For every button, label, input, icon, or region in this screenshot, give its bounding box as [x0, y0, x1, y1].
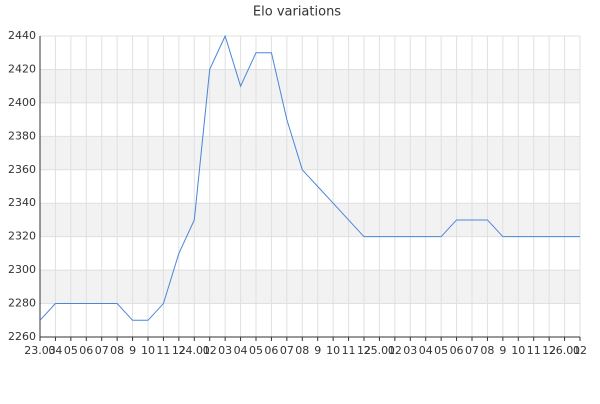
x-tick-label: 11 — [527, 344, 541, 357]
x-tick-label: 26.01 — [549, 344, 581, 357]
x-tick-label: 02 — [388, 344, 402, 357]
y-tick-label: 2340 — [8, 196, 36, 209]
x-tick-label: 24.01 — [179, 344, 211, 357]
x-tick-label: 07 — [95, 344, 109, 357]
y-tick-label: 2440 — [8, 29, 36, 42]
y-tick-label: 2320 — [8, 230, 36, 243]
chart-title: Elo variations — [253, 5, 341, 20]
x-tick-label: 9 — [314, 344, 321, 357]
x-tick-label: 04 — [234, 344, 248, 357]
x-tick-label: 05 — [64, 344, 78, 357]
grid-band — [40, 69, 580, 103]
x-tick-label: 08 — [295, 344, 309, 357]
x-tick-label: 06 — [450, 344, 464, 357]
x-tick-label: 11 — [342, 344, 356, 357]
grid-band — [40, 136, 580, 170]
y-tick-label: 2420 — [8, 62, 36, 75]
x-tick-label: 04 — [419, 344, 433, 357]
y-tick-label: 2280 — [8, 297, 36, 310]
y-tick-label: 2360 — [8, 163, 36, 176]
x-tick-label: 08 — [110, 344, 124, 357]
line — [39, 34, 580, 321]
x-tick-label: 12 — [357, 344, 371, 357]
x-tick-label: 06 — [79, 344, 93, 357]
x-tick-label: 12 — [172, 344, 186, 357]
x-tick-label: 02 — [573, 344, 587, 357]
x-tick-label: 07 — [465, 344, 479, 357]
x-tick-label: 23.03 — [24, 344, 56, 357]
grid-band — [40, 270, 580, 304]
x-tick-label: 04 — [48, 344, 62, 357]
x-tick-label: 03 — [403, 344, 417, 357]
x-tick-label: 10 — [326, 344, 340, 357]
x-tick-label: 10 — [511, 344, 525, 357]
x-tick-label: 25.01 — [364, 344, 396, 357]
x-tick-label: 06 — [264, 344, 278, 357]
x-tick-label: 05 — [249, 344, 263, 357]
x-tick-label: 02 — [203, 344, 217, 357]
y-tick-label: 2380 — [8, 129, 36, 142]
x-tick-label: 03 — [218, 344, 232, 357]
x-tick-label: 05 — [434, 344, 448, 357]
x-tick-label: 08 — [480, 344, 494, 357]
x-tick-label: 9 — [129, 344, 136, 357]
x-tick-label: 9 — [499, 344, 506, 357]
y-tick-label: 2260 — [8, 330, 36, 343]
x-tick-label: 11 — [156, 344, 170, 357]
x-tick-label: 10 — [141, 344, 155, 357]
y-tick-label: 2300 — [8, 263, 36, 276]
y-tick-label: 2400 — [8, 96, 36, 109]
grid-band — [40, 203, 580, 237]
x-tick-label: 07 — [280, 344, 294, 357]
x-tick-label: 12 — [542, 344, 556, 357]
